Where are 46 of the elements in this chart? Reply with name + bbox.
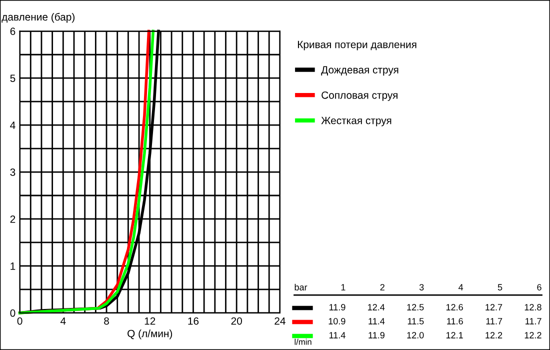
y-tick-label: 3: [10, 168, 16, 176]
text: 12.7: [486, 304, 502, 310]
x-tick-label: 0: [17, 317, 22, 325]
y-tick-label: 2: [10, 215, 16, 223]
text: 6: [537, 284, 542, 290]
text: 11.4: [368, 318, 385, 324]
text: 12.4: [368, 304, 385, 310]
text: 11.7: [526, 318, 542, 324]
text: bar: [294, 284, 308, 290]
text: l/min: [294, 338, 312, 345]
text: 12.2: [524, 332, 542, 338]
text: 12.6: [446, 304, 463, 310]
text: 11.9: [329, 304, 346, 310]
text: 12.1: [446, 332, 463, 338]
text: 1: [341, 284, 346, 290]
legend-title: Кривая потери давления: [298, 40, 416, 50]
text: 5: [498, 284, 502, 290]
x-axis-title: Q (л/мин): [128, 330, 172, 340]
text: 11.7: [486, 318, 502, 324]
text: 12.2: [486, 332, 502, 338]
y-axis-title: давление (бар): [2, 12, 74, 23]
y-tick-label: 6: [10, 28, 16, 36]
text: 12.5: [407, 304, 424, 310]
y-tick-label: 5: [10, 74, 16, 82]
text: 11.5: [408, 318, 424, 324]
x-tick-label: 8: [104, 317, 109, 325]
x-tick-label: 20: [231, 317, 242, 325]
text: 10.9: [328, 318, 346, 324]
text: 12.8: [524, 304, 542, 310]
y-tick-label: 4: [10, 122, 16, 129]
y-tick-label: 0: [10, 309, 16, 317]
legend-label: Сопловая струя: [322, 91, 398, 101]
text: 4: [458, 284, 464, 290]
y-tick-label: 1: [10, 262, 16, 270]
x-tick-label: 24: [274, 317, 286, 325]
text: 2: [380, 284, 384, 290]
text: 3: [419, 284, 424, 290]
x-tick-label: 16: [188, 317, 199, 325]
text: 11.4: [329, 332, 346, 338]
text: 11.9: [368, 332, 384, 338]
legend-label: Жесткая струя: [321, 116, 392, 126]
text: 11.6: [447, 318, 463, 324]
legend-label: Дождевая струя: [321, 66, 398, 76]
x-tick-label: 4: [60, 317, 66, 325]
text: 12.0: [407, 332, 424, 338]
x-tick-label: 12: [144, 317, 156, 325]
